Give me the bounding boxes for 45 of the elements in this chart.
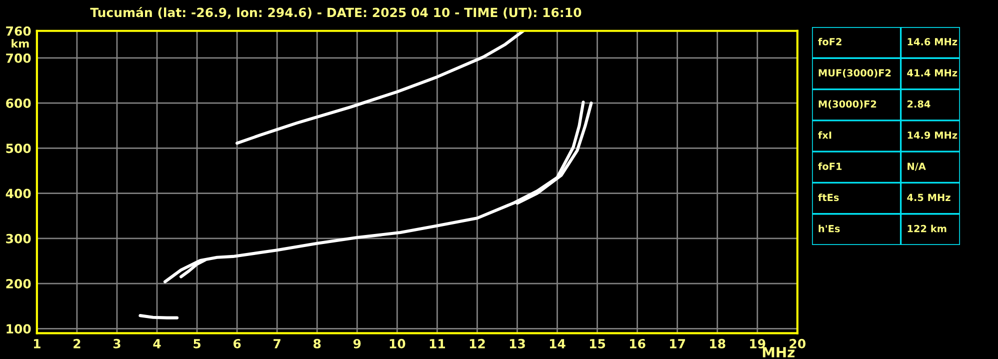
x-tick-label: 1 [34, 339, 40, 348]
text: foF2 [818, 38, 842, 46]
text: h'Es [818, 224, 840, 232]
y-tick-label: 100 [6, 324, 31, 334]
x-tick-label: 16 [630, 338, 646, 348]
text: 14.9 MHz [908, 131, 958, 139]
x-tick-label: 10 [390, 338, 406, 348]
text: M(3000)F2 [818, 100, 876, 109]
x-tick-label: 11 [430, 339, 446, 348]
x-tick-label: 15 [590, 339, 606, 348]
text: MUF(3000)F2 [818, 69, 891, 78]
text: foF1 [818, 162, 842, 170]
x-tick-label: 19 [750, 338, 766, 348]
x-tick-label: 13 [510, 338, 525, 348]
y-tick-label: 400 [6, 188, 31, 198]
chart-title: Tucumán (lat: -26.9, lon: 294.6) - DATE: 2025 04 10 - TIME (UT): 16:10 [90, 6, 582, 19]
x-tick-label: 8 [314, 338, 321, 348]
y-tick-label: 500 [6, 144, 31, 154]
x-tick-label: 20 [790, 338, 806, 348]
y-tick-label: 760 [6, 26, 31, 36]
x-tick-label: 14 [550, 339, 566, 348]
x-tick-label: 4 [153, 339, 161, 348]
x-tick-label: 9 [353, 338, 361, 348]
y-tick-label: 200 [6, 278, 31, 288]
x-tick-label: 2 [74, 338, 80, 348]
x-tick-label: 7 [274, 339, 280, 348]
x-tick-label: 12 [470, 338, 485, 348]
text: 2.84 [907, 100, 930, 108]
x-tick-label: 3 [113, 338, 120, 348]
x-tick-label: 18 [710, 338, 726, 348]
text: ftEs [818, 194, 839, 202]
text: fxI [818, 131, 832, 139]
x-tick-label: 17 [670, 339, 686, 348]
y-axis-title: km [12, 39, 29, 48]
x-tick-label: 5 [194, 339, 200, 348]
text: N/A [908, 162, 926, 171]
y-tick-label: 700 [6, 53, 31, 63]
text: 41.4 MHz [907, 69, 958, 76]
text: 14.6 MHz [908, 38, 958, 46]
text: 4.5 MHz [907, 194, 950, 202]
text: 122 km [908, 224, 946, 232]
y-tick-label: 600 [6, 98, 31, 108]
x-tick-label: 6 [233, 338, 241, 348]
x-axis-title: MHz [762, 347, 794, 358]
y-tick-label: 300 [6, 234, 31, 244]
